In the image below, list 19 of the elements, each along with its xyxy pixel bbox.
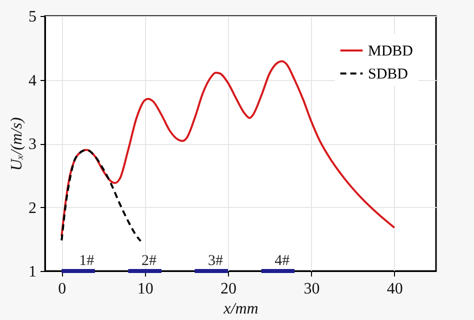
annotation: 1#: [79, 252, 95, 269]
y-tick-label: 3: [28, 136, 36, 153]
line-series: [60, 148, 142, 242]
x-tick-label: 10: [137, 280, 154, 298]
annotation: 3#: [208, 252, 224, 269]
annotation: 2#: [141, 252, 157, 269]
annotation: 4#: [274, 252, 290, 269]
y-tick-label: 2: [28, 200, 36, 217]
x-axis-title: x/mm: [222, 300, 258, 318]
x-tick-label: 0: [58, 280, 66, 298]
x-tick-label: 40: [386, 280, 403, 298]
y-tick-label: 5: [28, 8, 36, 26]
x-tick-label: 20: [220, 280, 237, 298]
y-axis-title: Uₓ/(m/s): [8, 117, 26, 171]
x-tick-label: 30: [304, 280, 320, 298]
y-tick-label: 4: [28, 72, 36, 90]
legend-label: MDBD: [368, 44, 414, 60]
y-tick-label: 1: [28, 264, 36, 280]
legend-label: SDBD: [368, 66, 408, 82]
